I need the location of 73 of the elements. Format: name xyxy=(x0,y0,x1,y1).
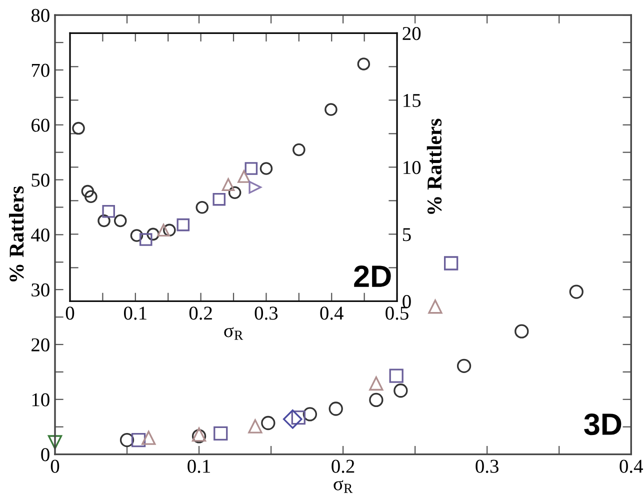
point xyxy=(98,214,110,228)
x-tick-label: 0.2 xyxy=(332,460,354,473)
point xyxy=(48,435,62,450)
point xyxy=(248,419,262,434)
y-tick-label: 10 xyxy=(32,393,50,406)
x-tick-label: 0.5 xyxy=(386,306,408,320)
x-tick-label: 0 xyxy=(66,306,74,320)
y-tick-label: 60 xyxy=(32,118,50,132)
point xyxy=(244,162,258,175)
point xyxy=(428,300,442,314)
point xyxy=(72,122,85,135)
point xyxy=(324,103,338,116)
annotation: 2D xyxy=(354,265,391,287)
x-axis-title: σ$_{R}$ xyxy=(334,480,353,493)
point xyxy=(456,358,472,373)
x-axis-title: σ$_{R}$ xyxy=(224,327,244,340)
point xyxy=(131,432,146,448)
y2-tick-label: 5 xyxy=(403,228,411,242)
point xyxy=(369,392,384,408)
point xyxy=(163,224,176,237)
x-tick-label: 0.2 xyxy=(189,306,212,320)
point xyxy=(260,162,273,175)
point xyxy=(222,178,235,191)
point xyxy=(389,368,404,383)
y2-tick-label: 10 xyxy=(404,160,421,174)
point xyxy=(357,58,370,70)
x-tick-label: 0.1 xyxy=(124,306,146,320)
point xyxy=(176,218,190,232)
point xyxy=(146,228,160,241)
point xyxy=(142,430,156,445)
x-tick-label: 0.3 xyxy=(476,460,498,473)
x-tick-label: 0.3 xyxy=(254,306,278,320)
point xyxy=(514,324,529,338)
point xyxy=(214,426,228,441)
x-tick-label: 0.1 xyxy=(188,460,210,473)
point xyxy=(328,402,343,416)
y-axis-title: % Rattlers xyxy=(9,186,24,282)
point xyxy=(139,233,152,246)
point xyxy=(130,229,144,242)
x-tick-label: 0.4 xyxy=(320,306,344,320)
point xyxy=(569,284,584,299)
point xyxy=(84,190,98,204)
point xyxy=(282,409,302,429)
y2-tick-label: 20 xyxy=(402,26,421,40)
x-tick-label: 0.4 xyxy=(620,460,643,473)
point xyxy=(196,200,209,214)
point xyxy=(238,170,250,183)
y2-tick-label: 15 xyxy=(404,94,421,108)
point xyxy=(228,186,242,200)
y-tick-label: 0 xyxy=(41,448,50,462)
point xyxy=(81,184,94,198)
point xyxy=(248,180,262,194)
annotation: 3D xyxy=(584,413,622,436)
y-tick-label: 40 xyxy=(31,228,50,242)
y-tick-label: 30 xyxy=(32,283,50,297)
point xyxy=(114,214,127,228)
point xyxy=(302,407,318,422)
x-tick-label: 0 xyxy=(50,460,60,473)
point xyxy=(212,192,226,206)
point xyxy=(292,143,306,156)
point xyxy=(444,256,458,270)
y-tick-label: 50 xyxy=(32,174,50,187)
point xyxy=(369,376,384,391)
point xyxy=(394,384,408,398)
point xyxy=(157,224,170,237)
y-tick-label: 20 xyxy=(32,338,50,352)
point xyxy=(102,205,115,218)
y-tick-label: 70 xyxy=(32,64,50,77)
point xyxy=(261,416,276,430)
point xyxy=(120,432,134,448)
y2-tick-label: 0 xyxy=(402,295,411,308)
y-tick-label: 80 xyxy=(31,8,50,22)
y2-axis-title: % Rattlers xyxy=(426,118,442,214)
